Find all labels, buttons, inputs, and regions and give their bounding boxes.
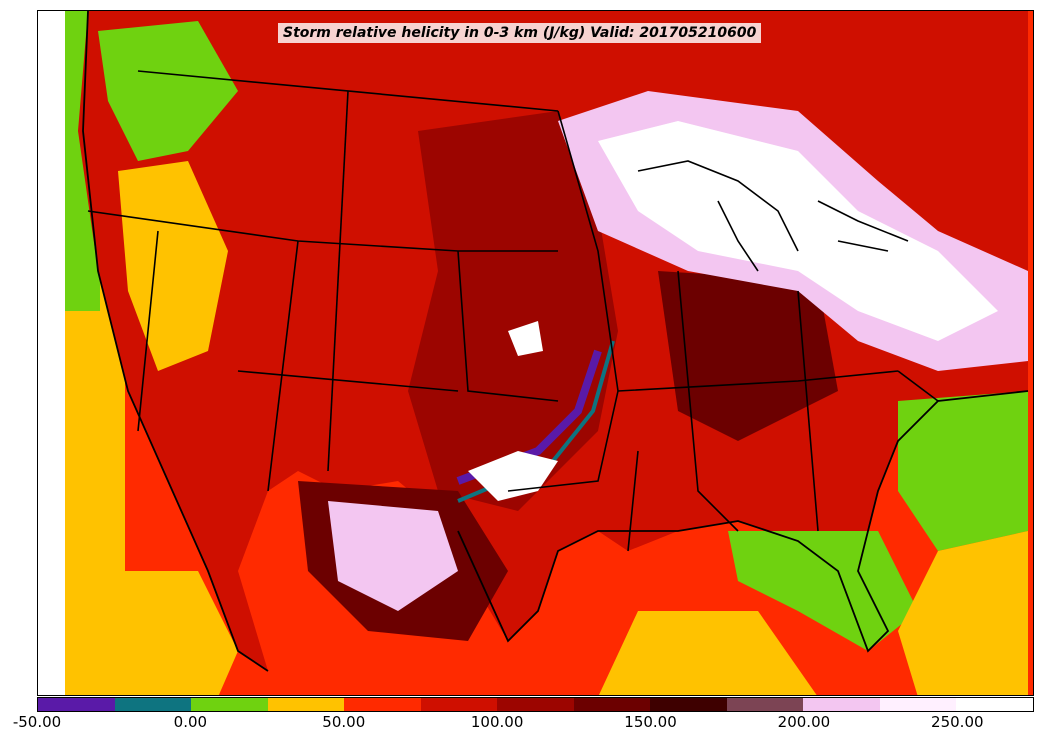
left-blank <box>38 11 65 695</box>
northwest-green <box>98 21 238 161</box>
kansas-high <box>508 321 543 356</box>
colorbar-tick-label: 150.00 <box>624 713 677 731</box>
coastline <box>82 11 1029 672</box>
colorbar-tick-label: 250.00 <box>931 713 984 731</box>
colorbar-segment <box>497 698 574 711</box>
colorbar <box>37 697 1034 712</box>
colorbar-segment <box>956 698 1033 711</box>
southeast-green <box>898 391 1028 551</box>
colorbar-segment <box>344 698 421 711</box>
map-frame: Storm relative helicity in 0-3 km (J/kg)… <box>37 10 1034 696</box>
colorbar-tick-labels: -50.00 0.00 50.00 100.00 150.00 200.00 250.00 <box>0 713 1044 741</box>
helicity-map <box>38 11 1033 695</box>
gulf-green <box>728 531 918 651</box>
gulf-yellow <box>598 611 817 695</box>
baja-yellow <box>88 571 238 695</box>
colorbar-tick-label: 100.00 <box>470 713 524 731</box>
plains-dark-band <box>408 111 618 511</box>
east-ocean-yellow <box>898 531 1028 695</box>
colorbar-tick-label: 50.00 <box>322 713 366 731</box>
colorbar-tick-label: -50.00 <box>12 713 62 731</box>
colorbar-segment <box>803 698 880 711</box>
great-lakes-core <box>598 121 998 341</box>
map-title: Storm relative helicity in 0-3 km (J/kg)… <box>278 23 762 43</box>
colorbar-segment <box>650 698 727 711</box>
texas-high <box>328 501 458 611</box>
colorbar-segment <box>420 698 498 711</box>
colorbar-segment <box>726 698 804 711</box>
colorbar-segment <box>114 698 192 711</box>
midwest-dark <box>658 271 838 441</box>
rockies-yellow <box>118 161 228 371</box>
colorbar-segment <box>267 698 345 711</box>
colorbar-tick-label: 0.00 <box>173 713 208 731</box>
colorbar-segment <box>191 698 268 711</box>
colorbar-tick-label: 200.00 <box>777 713 831 731</box>
state-boundaries <box>87 70 939 552</box>
great-lakes-outline <box>637 160 909 272</box>
colorbar-segment <box>879 698 957 711</box>
colorbar-segment <box>38 698 115 711</box>
colorbar-segment <box>573 698 651 711</box>
